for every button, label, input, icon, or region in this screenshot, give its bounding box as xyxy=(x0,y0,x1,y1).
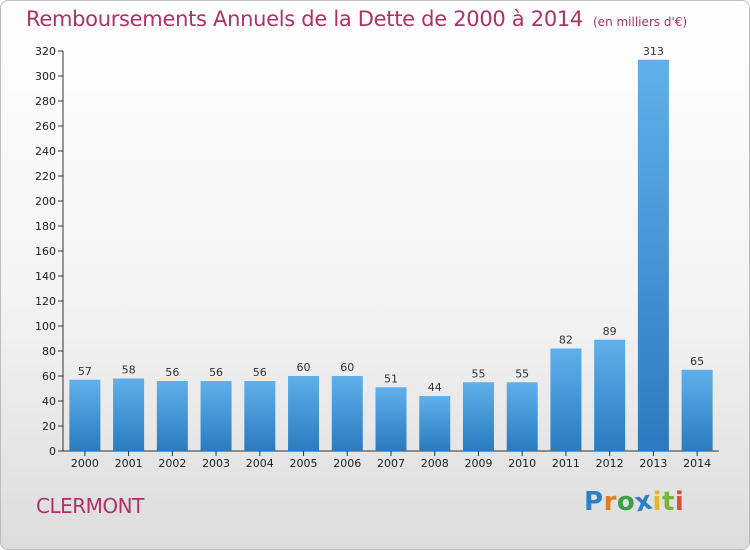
bar-2010 xyxy=(506,382,538,451)
value-label-2013: 313 xyxy=(643,45,664,58)
bar-2005 xyxy=(288,376,320,451)
value-label-2004: 56 xyxy=(253,366,267,379)
bar-2002 xyxy=(156,381,188,451)
logo-letter: i xyxy=(674,487,685,517)
logo-letter: i xyxy=(652,487,662,517)
proxiti-logo: Proxiti xyxy=(584,486,685,519)
bar-2013 xyxy=(637,59,669,451)
y-tick-label: 140 xyxy=(35,270,56,283)
value-label-2005: 60 xyxy=(297,361,311,374)
chart-title-text: Remboursements Annuels de la Dette de 20… xyxy=(26,7,583,31)
value-label-2007: 51 xyxy=(384,372,398,385)
x-tick-label-2008: 2008 xyxy=(421,457,449,470)
logo-letter: P xyxy=(584,487,604,517)
logo-letter: o xyxy=(616,487,636,517)
logo-letter: r xyxy=(603,487,617,517)
bar-2006 xyxy=(331,376,363,451)
bar-2001 xyxy=(113,378,145,451)
y-tick-label: 320 xyxy=(35,45,56,58)
x-tick-label-2013: 2013 xyxy=(639,457,667,470)
value-label-2012: 89 xyxy=(603,325,617,338)
y-tick-label: 200 xyxy=(35,195,56,208)
y-tick-label: 80 xyxy=(42,345,56,358)
x-tick-label-2000: 2000 xyxy=(71,457,99,470)
bar-2011 xyxy=(550,348,582,451)
y-tick-label: 160 xyxy=(35,245,56,258)
bar-2008 xyxy=(419,396,451,451)
bar-2004 xyxy=(244,381,276,451)
y-tick-label: 0 xyxy=(49,445,56,458)
y-tick-label: 180 xyxy=(35,220,56,233)
x-tick-label-2011: 2011 xyxy=(552,457,580,470)
value-label-2008: 44 xyxy=(428,381,442,394)
y-tick-label: 260 xyxy=(35,120,56,133)
value-label-2009: 55 xyxy=(471,367,485,380)
bar-2009 xyxy=(462,382,494,451)
x-tick-label-2012: 2012 xyxy=(596,457,624,470)
y-tick-label: 300 xyxy=(35,70,56,83)
y-tick-label: 220 xyxy=(35,170,56,183)
logo-letter: t xyxy=(661,487,675,517)
x-tick-label-2010: 2010 xyxy=(508,457,536,470)
x-tick-label-2014: 2014 xyxy=(683,457,711,470)
value-label-2002: 56 xyxy=(165,366,179,379)
value-label-2014: 65 xyxy=(690,355,704,368)
y-tick-label: 240 xyxy=(35,145,56,158)
y-tick-label: 280 xyxy=(35,95,56,108)
x-tick-label-2009: 2009 xyxy=(464,457,492,470)
value-label-2006: 60 xyxy=(340,361,354,374)
value-label-2000: 57 xyxy=(78,365,92,378)
x-tick-label-2002: 2002 xyxy=(158,457,186,470)
commune-name: CLERMONT xyxy=(36,494,144,518)
bar-2007 xyxy=(375,387,407,451)
value-label-2011: 82 xyxy=(559,334,573,347)
x-tick-label-2006: 2006 xyxy=(333,457,361,470)
x-tick-label-2005: 2005 xyxy=(290,457,318,470)
value-label-2010: 55 xyxy=(515,367,529,380)
value-label-2003: 56 xyxy=(209,366,223,379)
x-tick-label-2004: 2004 xyxy=(246,457,274,470)
x-tick-label-2003: 2003 xyxy=(202,457,230,470)
bar-2014 xyxy=(681,369,713,451)
y-tick-label: 120 xyxy=(35,295,56,308)
x-tick-label-2001: 2001 xyxy=(115,457,143,470)
bar-2003 xyxy=(200,381,232,451)
value-label-2001: 58 xyxy=(122,364,136,377)
y-tick-label: 20 xyxy=(42,420,56,433)
bar-2000 xyxy=(69,379,101,451)
y-tick-label: 100 xyxy=(35,320,56,333)
chart-subtitle: (en milliers d'€) xyxy=(593,15,688,29)
x-tick-label-2007: 2007 xyxy=(377,457,405,470)
y-tick-label: 40 xyxy=(42,395,56,408)
chart-title: Remboursements Annuels de la Dette de 20… xyxy=(26,7,687,31)
bar-2012 xyxy=(594,339,626,451)
y-tick-label: 60 xyxy=(42,370,56,383)
